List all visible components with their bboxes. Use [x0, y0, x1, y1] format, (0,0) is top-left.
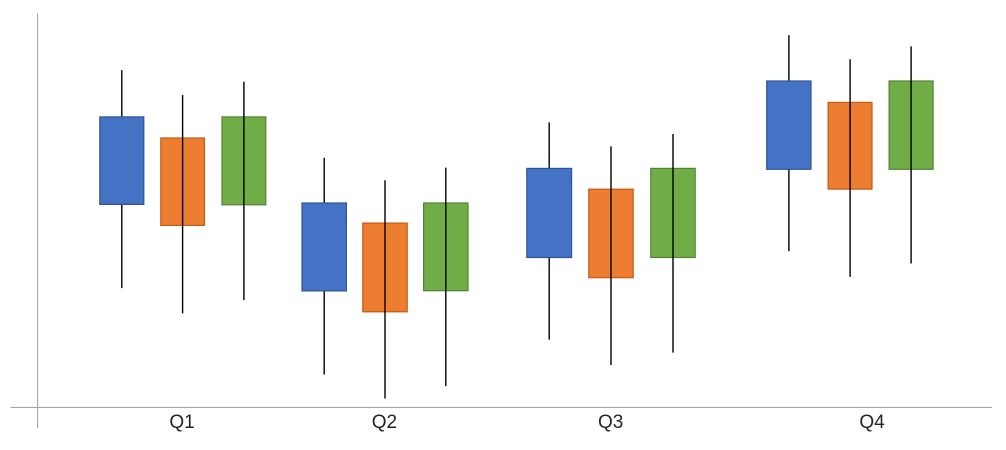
svg-text:Q3: Q3	[598, 412, 623, 433]
svg-text:Q2: Q2	[372, 412, 397, 433]
svg-text:Q1: Q1	[169, 412, 194, 433]
svg-text:Q4: Q4	[859, 412, 885, 433]
